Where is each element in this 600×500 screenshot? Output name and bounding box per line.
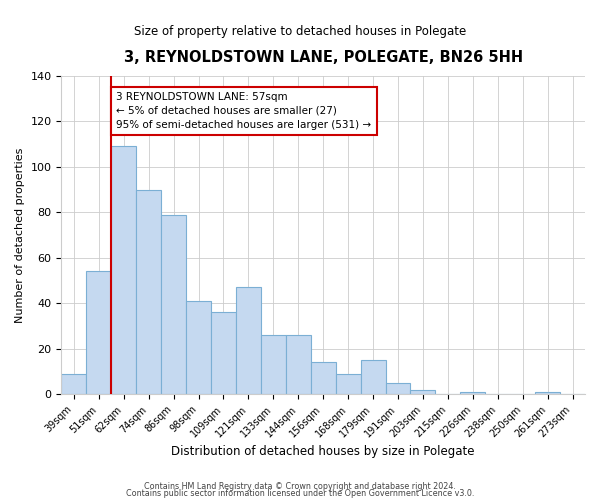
Bar	[61, 374, 86, 394]
Text: Size of property relative to detached houses in Polegate: Size of property relative to detached ho…	[134, 24, 466, 38]
Bar	[460, 392, 485, 394]
Text: 3 REYNOLDSTOWN LANE: 57sqm
← 5% of detached houses are smaller (27)
95% of semi-: 3 REYNOLDSTOWN LANE: 57sqm ← 5% of detac…	[116, 92, 371, 130]
Bar	[86, 272, 111, 394]
Title: 3, REYNOLDSTOWN LANE, POLEGATE, BN26 5HH: 3, REYNOLDSTOWN LANE, POLEGATE, BN26 5HH	[124, 50, 523, 65]
Bar	[361, 360, 386, 394]
Bar	[111, 146, 136, 394]
Bar	[211, 312, 236, 394]
Bar	[386, 383, 410, 394]
X-axis label: Distribution of detached houses by size in Polegate: Distribution of detached houses by size …	[172, 444, 475, 458]
Text: Contains HM Land Registry data © Crown copyright and database right 2024.: Contains HM Land Registry data © Crown c…	[144, 482, 456, 491]
Bar	[236, 288, 261, 395]
Bar	[136, 190, 161, 394]
Text: Contains public sector information licensed under the Open Government Licence v3: Contains public sector information licen…	[126, 489, 474, 498]
Y-axis label: Number of detached properties: Number of detached properties	[15, 148, 25, 323]
Bar	[535, 392, 560, 394]
Bar	[261, 335, 286, 394]
Bar	[186, 301, 211, 394]
Bar	[335, 374, 361, 394]
Bar	[311, 362, 335, 394]
Bar	[161, 214, 186, 394]
Bar	[410, 390, 436, 394]
Bar	[286, 335, 311, 394]
